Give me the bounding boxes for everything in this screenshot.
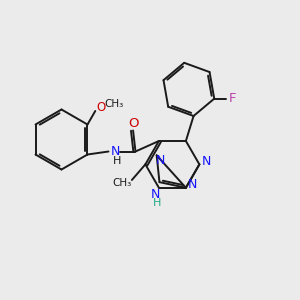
Text: O: O xyxy=(96,101,105,115)
Text: N: N xyxy=(156,154,165,167)
Text: CH₃: CH₃ xyxy=(104,99,124,109)
Text: H: H xyxy=(112,155,121,166)
Text: N: N xyxy=(188,178,197,191)
Text: N: N xyxy=(201,155,211,169)
Text: CH₃: CH₃ xyxy=(113,178,132,188)
Text: N: N xyxy=(110,145,120,158)
Text: O: O xyxy=(128,117,138,130)
Text: H: H xyxy=(153,198,162,208)
Text: F: F xyxy=(229,92,237,105)
Text: N: N xyxy=(151,188,160,201)
